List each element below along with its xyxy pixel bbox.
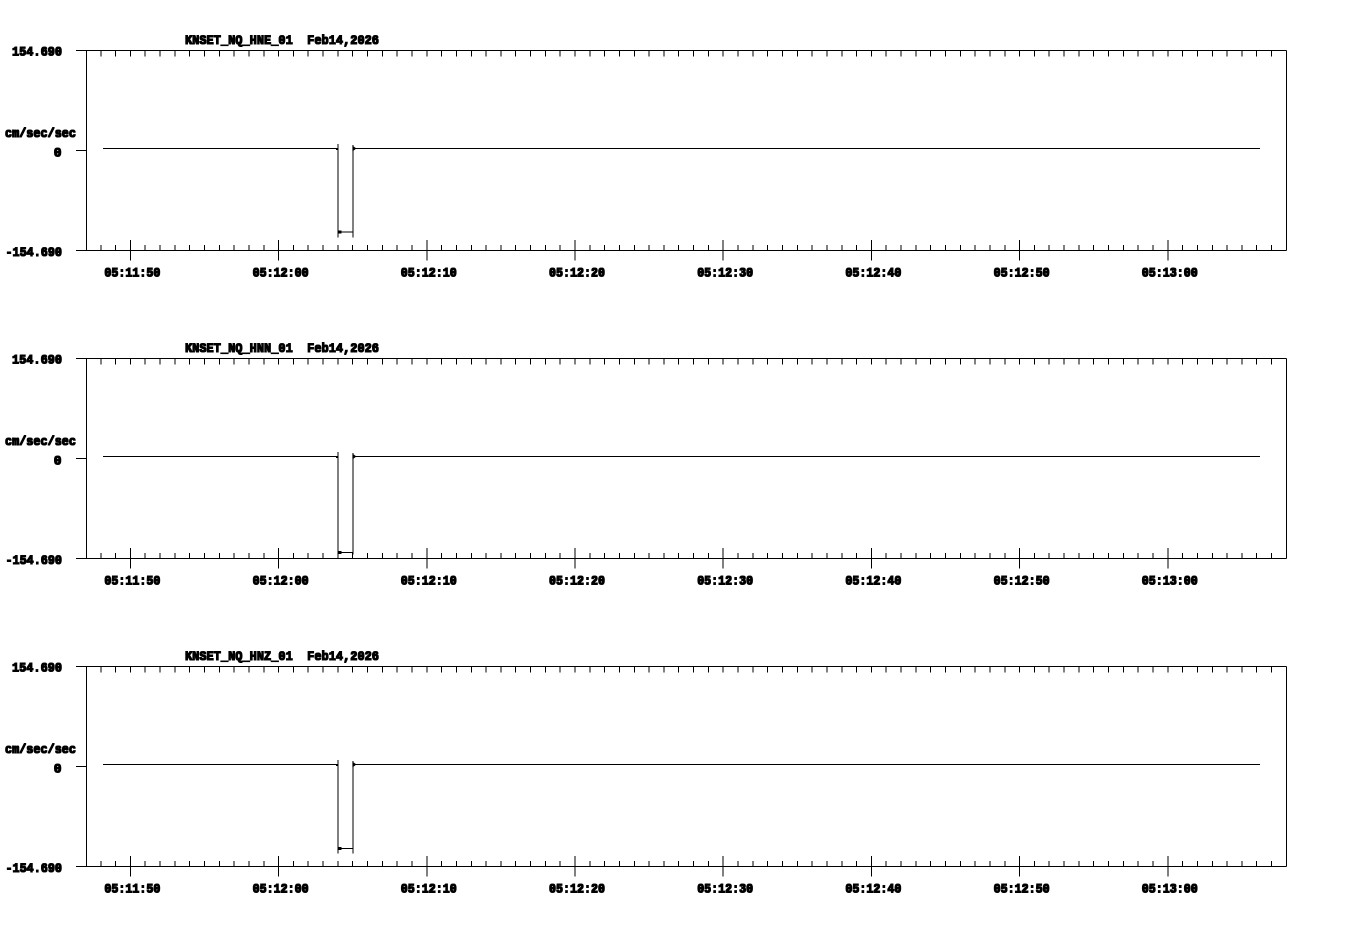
svg-text:05:12:40: 05:12:40 xyxy=(845,882,901,897)
svg-text:05:12:00: 05:12:00 xyxy=(253,266,309,281)
svg-text:05:12:30: 05:12:30 xyxy=(697,882,753,897)
svg-text:0: 0 xyxy=(54,146,62,161)
svg-text:cm/sec/sec: cm/sec/sec xyxy=(5,742,76,757)
svg-text:05:12:30: 05:12:30 xyxy=(697,574,753,589)
svg-text:0: 0 xyxy=(54,454,62,469)
svg-text:cm/sec/sec: cm/sec/sec xyxy=(5,126,76,141)
svg-text:-154.690: -154.690 xyxy=(6,861,63,876)
svg-text:05:12:50: 05:12:50 xyxy=(994,882,1050,897)
svg-text:05:11:50: 05:11:50 xyxy=(104,266,160,281)
svg-text:KNSET_NQ_HNZ_01 Feb14,2026: KNSET_NQ_HNZ_01 Feb14,2026 xyxy=(185,649,379,664)
svg-text:0: 0 xyxy=(54,762,62,777)
svg-text:-154.690: -154.690 xyxy=(6,553,63,568)
svg-text:05:12:30: 05:12:30 xyxy=(697,266,753,281)
svg-text:05:12:20: 05:12:20 xyxy=(549,574,605,589)
svg-text:05:12:40: 05:12:40 xyxy=(845,574,901,589)
svg-text:154.690: 154.690 xyxy=(12,45,62,60)
svg-text:05:12:40: 05:12:40 xyxy=(845,266,901,281)
svg-text:05:12:00: 05:12:00 xyxy=(253,882,309,897)
svg-text:05:12:10: 05:12:10 xyxy=(401,882,457,897)
svg-text:05:12:00: 05:12:00 xyxy=(253,574,309,589)
svg-text:05:12:10: 05:12:10 xyxy=(401,574,457,589)
svg-text:KNSET_NQ_HNE_01 Feb14,2026: KNSET_NQ_HNE_01 Feb14,2026 xyxy=(185,33,379,48)
svg-text:05:12:10: 05:12:10 xyxy=(401,266,457,281)
svg-text:KNSET_NQ_HNN_01 Feb14,2026: KNSET_NQ_HNN_01 Feb14,2026 xyxy=(185,341,379,356)
svg-text:154.690: 154.690 xyxy=(12,661,62,676)
svg-text:05:13:00: 05:13:00 xyxy=(1142,574,1198,589)
svg-text:cm/sec/sec: cm/sec/sec xyxy=(5,434,76,449)
svg-text:05:11:50: 05:11:50 xyxy=(104,574,160,589)
svg-text:05:11:50: 05:11:50 xyxy=(104,882,160,897)
svg-text:-154.690: -154.690 xyxy=(6,245,63,260)
svg-text:05:13:00: 05:13:00 xyxy=(1142,266,1198,281)
svg-text:05:12:20: 05:12:20 xyxy=(549,266,605,281)
svg-text:05:12:50: 05:12:50 xyxy=(994,266,1050,281)
svg-text:154.690: 154.690 xyxy=(12,353,62,368)
svg-text:05:12:20: 05:12:20 xyxy=(549,882,605,897)
svg-text:05:13:00: 05:13:00 xyxy=(1142,882,1198,897)
svg-text:05:12:50: 05:12:50 xyxy=(994,574,1050,589)
